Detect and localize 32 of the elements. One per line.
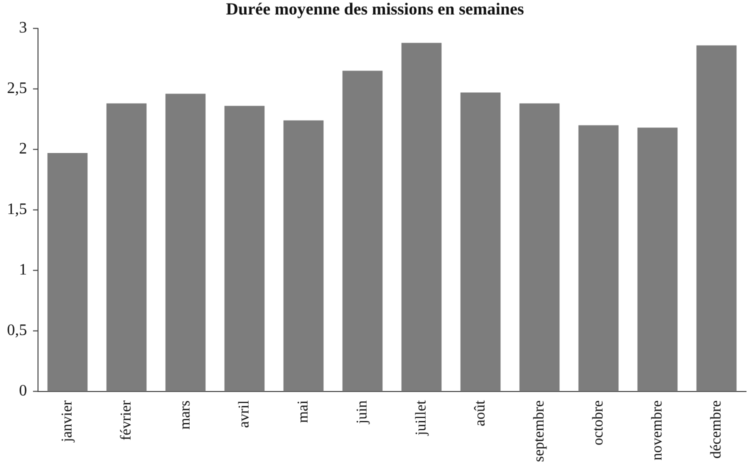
- y-tick-label: 0: [19, 382, 27, 400]
- x-tick-label: avril: [236, 400, 252, 428]
- y-tick-label: 0,5: [7, 322, 27, 340]
- bar: [106, 103, 147, 392]
- bar: [283, 120, 324, 392]
- y-tick-label: 1,5: [7, 201, 27, 218]
- bar: [460, 92, 501, 392]
- chart-title: Durée moyenne des missions en semaines: [226, 0, 524, 19]
- bar: [637, 128, 678, 392]
- x-tick-label: juillet: [413, 400, 430, 436]
- y-tick-label: 2: [19, 140, 27, 158]
- x-tick-label: août: [472, 400, 488, 426]
- x-tick-label: novembre: [649, 400, 666, 460]
- y-tick-label: 2,5: [7, 80, 27, 98]
- bar: [401, 42, 442, 392]
- bar: [47, 153, 88, 392]
- x-tick-label: janvier: [59, 400, 76, 444]
- bar: [696, 45, 737, 392]
- x-tick-label: juin: [354, 400, 370, 425]
- bar: [342, 70, 383, 392]
- bar: [224, 106, 265, 392]
- y-tick-label: 3: [19, 20, 27, 37]
- bar: [165, 94, 206, 392]
- x-tick-label: février: [118, 400, 134, 440]
- bar: [519, 103, 560, 392]
- x-tick-label: septembre: [531, 400, 548, 462]
- x-tick-label: décembre: [708, 400, 724, 459]
- y-tick-label: 1: [19, 262, 27, 279]
- x-tick-label: octobre: [590, 400, 606, 446]
- bar: [578, 125, 619, 392]
- x-tick-label: mai: [295, 400, 312, 423]
- x-tick-label: mars: [177, 400, 194, 430]
